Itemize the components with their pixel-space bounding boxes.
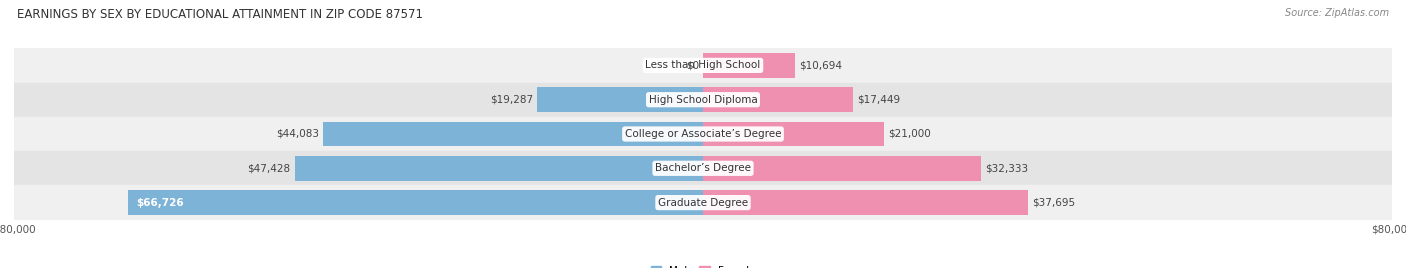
Bar xyxy=(14,117,1392,151)
Bar xyxy=(703,156,981,181)
Text: Source: ZipAtlas.com: Source: ZipAtlas.com xyxy=(1285,8,1389,18)
Text: $47,428: $47,428 xyxy=(247,163,291,173)
Text: $19,287: $19,287 xyxy=(489,95,533,105)
Text: $66,726: $66,726 xyxy=(136,198,184,208)
Bar xyxy=(14,151,1392,185)
Bar xyxy=(537,87,703,112)
Text: Graduate Degree: Graduate Degree xyxy=(658,198,748,208)
Bar xyxy=(703,122,884,146)
Text: Less than High School: Less than High School xyxy=(645,60,761,70)
Bar xyxy=(703,190,1028,215)
Bar xyxy=(128,190,703,215)
Text: $37,695: $37,695 xyxy=(1032,198,1074,208)
Text: College or Associate’s Degree: College or Associate’s Degree xyxy=(624,129,782,139)
Bar xyxy=(703,87,853,112)
Text: EARNINGS BY SEX BY EDUCATIONAL ATTAINMENT IN ZIP CODE 87571: EARNINGS BY SEX BY EDUCATIONAL ATTAINMEN… xyxy=(17,8,423,21)
Text: $21,000: $21,000 xyxy=(889,129,931,139)
Bar xyxy=(14,83,1392,117)
Bar xyxy=(323,122,703,146)
Text: $0: $0 xyxy=(686,60,700,70)
Bar xyxy=(14,185,1392,220)
Legend: Male, Female: Male, Female xyxy=(647,261,759,268)
Bar xyxy=(14,48,1392,83)
Text: $32,333: $32,333 xyxy=(986,163,1029,173)
Text: High School Diploma: High School Diploma xyxy=(648,95,758,105)
Bar xyxy=(295,156,703,181)
Bar xyxy=(703,53,796,78)
Text: Bachelor’s Degree: Bachelor’s Degree xyxy=(655,163,751,173)
Text: $17,449: $17,449 xyxy=(858,95,900,105)
Text: $44,083: $44,083 xyxy=(276,129,319,139)
Text: $10,694: $10,694 xyxy=(799,60,842,70)
